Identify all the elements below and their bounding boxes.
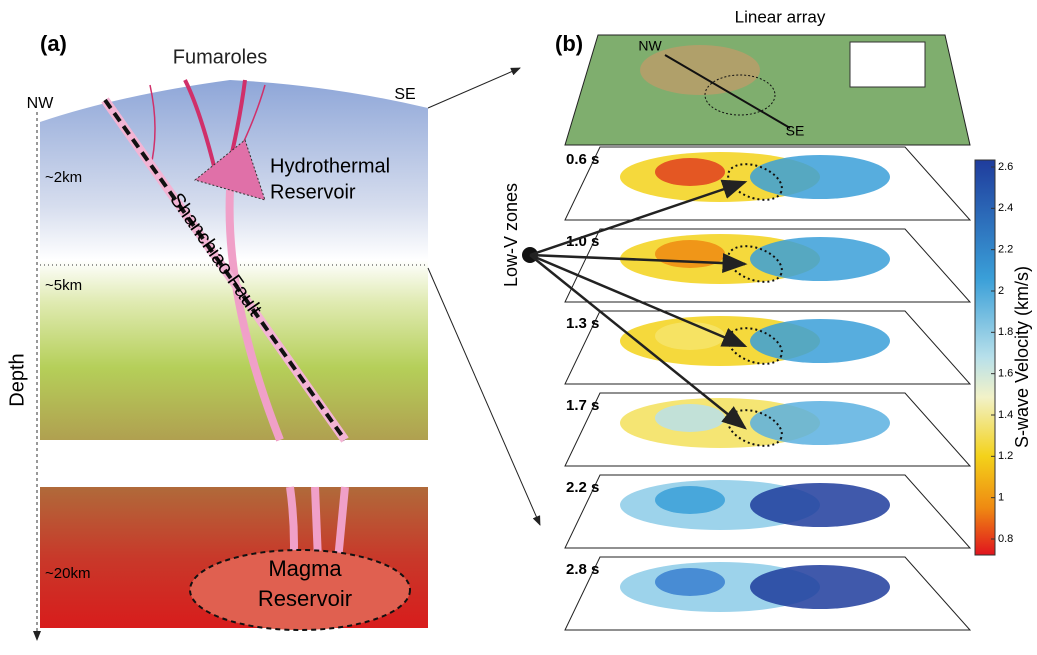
zoom-arrow (428, 268, 540, 525)
se-label: SE (786, 123, 805, 139)
nw-label: NW (27, 95, 55, 112)
magma-label: Magma (268, 556, 342, 581)
zoom-arrow (428, 68, 520, 108)
velocity-patch (655, 322, 725, 350)
colorbar-tick-label: 1.2 (998, 450, 1013, 462)
se-label: SE (394, 86, 415, 103)
panel-label: (a) (40, 31, 67, 56)
low-v-label: Low-V zones (501, 183, 521, 287)
depth-axis-label: Depth (6, 353, 28, 406)
slice-label: 2.8 s (566, 561, 599, 578)
velocity-patch (750, 155, 890, 199)
velocity-patch (655, 486, 725, 514)
depth-label: ~2km (45, 169, 82, 186)
colorbar-tick-label: 1 (998, 492, 1004, 504)
hydrothermal-label: Reservoir (270, 181, 356, 203)
hydrothermal-label: Hydrothermal (270, 155, 390, 177)
nw-label: NW (638, 38, 662, 54)
colorbar-tick-label: 1.4 (998, 409, 1013, 421)
colorbar-tick-label: 2 (998, 285, 1004, 297)
colorbar-tick-label: 1.6 (998, 368, 1013, 380)
colorbar-label: S-wave Velocity (km/s) (1012, 266, 1032, 448)
colorbar (975, 160, 995, 555)
magma-label: Reservoir (258, 586, 352, 611)
velocity-patch (750, 483, 890, 527)
inset-map (850, 42, 925, 87)
colorbar-tick-label: 0.8 (998, 533, 1013, 545)
velocity-patch (750, 401, 890, 445)
velocity-patch (750, 319, 890, 363)
slice-label: 2.2 s (566, 479, 599, 496)
slice-label: 1.7 s (566, 397, 599, 414)
colorbar-tick-label: 2.6 (998, 161, 1013, 173)
velocity-patch (750, 565, 890, 609)
linear-array-label: Linear array (735, 7, 826, 26)
figure: (a) Fumaroles NW SE ~2km ~5km ~20km Dept… (0, 0, 1037, 650)
depth-label: ~20km (45, 565, 90, 582)
slice-label: 0.6 s (566, 151, 599, 168)
velocity-patch (750, 237, 890, 281)
velocity-patch (655, 404, 725, 432)
depth-label: ~5km (45, 277, 82, 294)
panel-label: (b) (555, 31, 583, 56)
velocity-patch (655, 158, 725, 186)
colorbar-tick-label: 2.2 (998, 244, 1013, 256)
fumaroles-label: Fumaroles (173, 46, 267, 68)
slice-label: 1.3 s (566, 315, 599, 332)
colorbar-tick-label: 2.4 (998, 202, 1013, 214)
colorbar-tick-label: 1.8 (998, 326, 1013, 338)
velocity-patch (655, 568, 725, 596)
